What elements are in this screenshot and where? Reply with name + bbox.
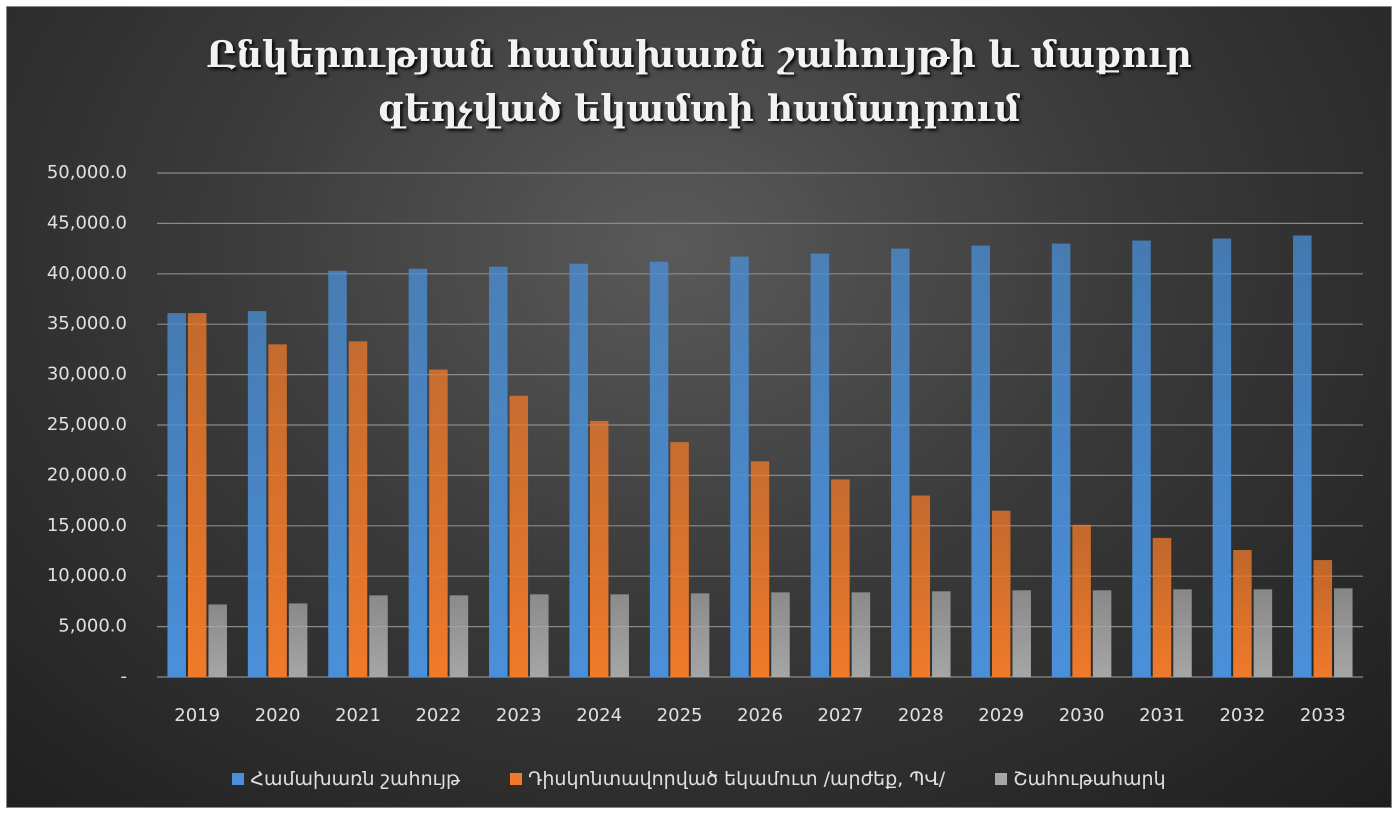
bar bbox=[569, 263, 588, 677]
bar bbox=[810, 253, 830, 677]
legend-label: Համախառն շահույթ bbox=[250, 768, 461, 790]
x-tick-label: 2020 bbox=[255, 705, 301, 726]
bar bbox=[1293, 235, 1312, 677]
bar bbox=[1233, 549, 1252, 677]
y-tick-label: 10,000.0 bbox=[47, 565, 127, 586]
y-tick-label: 45,000.0 bbox=[47, 212, 127, 233]
x-tick-label: 2031 bbox=[1139, 705, 1185, 726]
bar bbox=[1173, 589, 1192, 677]
x-tick-label: 2025 bbox=[657, 705, 703, 726]
bar bbox=[408, 268, 428, 677]
bar bbox=[530, 594, 549, 677]
bar bbox=[449, 595, 469, 677]
bar bbox=[1152, 537, 1172, 677]
legend-swatch bbox=[232, 773, 245, 785]
bar bbox=[831, 479, 850, 677]
bar bbox=[730, 256, 749, 677]
x-tick-label: 2019 bbox=[174, 705, 220, 726]
x-tick-label: 2027 bbox=[817, 705, 863, 726]
bar bbox=[348, 341, 368, 677]
bar bbox=[1313, 560, 1333, 677]
y-tick-label: 15,000.0 bbox=[47, 515, 127, 536]
legend-item: Համախառն շահույթ bbox=[232, 768, 460, 790]
x-tick-label: 2033 bbox=[1300, 705, 1346, 726]
bar bbox=[750, 461, 770, 677]
bar bbox=[328, 270, 347, 677]
chart-title: Ընկերության համախառն շահույթի և մաքուր զ… bbox=[206, 34, 1192, 130]
bar bbox=[509, 395, 529, 677]
x-tick-label: 2030 bbox=[1059, 705, 1105, 726]
legend-item: Դիսկոնտավորված եկամուտ /արժեք, ՊՎ/ bbox=[510, 768, 945, 790]
bar bbox=[208, 604, 227, 677]
bar bbox=[891, 248, 910, 677]
bar bbox=[911, 495, 931, 677]
y-tick-label: 50,000.0 bbox=[47, 162, 127, 183]
bar bbox=[1012, 590, 1031, 677]
bar bbox=[991, 510, 1011, 677]
legend-label: Շահութահարկ bbox=[1013, 768, 1166, 790]
y-tick-label: 35,000.0 bbox=[47, 313, 127, 334]
bar bbox=[429, 369, 448, 677]
y-tick-label: - bbox=[121, 666, 128, 687]
bar bbox=[1212, 238, 1232, 677]
legend-item: Շահութահարկ bbox=[995, 768, 1166, 790]
x-tick-label: 2026 bbox=[737, 705, 783, 726]
x-tick-label: 2022 bbox=[415, 705, 461, 726]
legend-swatch bbox=[510, 773, 523, 785]
x-tick-label: 2023 bbox=[496, 705, 542, 726]
x-tick-label: 2021 bbox=[335, 705, 381, 726]
x-tick-label: 2028 bbox=[898, 705, 944, 726]
bar bbox=[1072, 524, 1091, 677]
bar bbox=[1051, 243, 1071, 677]
legend-label: Դիսկոնտավորված եկամուտ /արժեք, ՊՎ/ bbox=[528, 768, 946, 790]
y-tick-label: 25,000.0 bbox=[47, 414, 127, 435]
legend: Համախառն շահույթ Դիսկոնտավորված եկամուտ /… bbox=[0, 768, 1398, 790]
x-tick-label: 2024 bbox=[576, 705, 622, 726]
bar bbox=[1253, 589, 1273, 677]
bar bbox=[610, 594, 629, 677]
legend-swatch bbox=[995, 773, 1008, 785]
bar bbox=[489, 266, 508, 677]
bar bbox=[167, 313, 186, 677]
y-tick-label: 20,000.0 bbox=[47, 464, 127, 485]
bar bbox=[771, 592, 790, 677]
bar bbox=[1334, 588, 1353, 677]
bar bbox=[1132, 240, 1151, 677]
x-tick-label: 2032 bbox=[1219, 705, 1265, 726]
bar bbox=[187, 313, 207, 677]
bar bbox=[1092, 590, 1112, 677]
bar bbox=[247, 311, 267, 677]
bar bbox=[670, 442, 689, 677]
bar bbox=[932, 591, 951, 677]
x-tick-label: 2029 bbox=[978, 705, 1024, 726]
bar bbox=[288, 603, 308, 677]
bar bbox=[649, 261, 669, 677]
bar bbox=[851, 592, 871, 677]
bar bbox=[971, 245, 990, 678]
bar bbox=[690, 593, 710, 677]
y-tick-label: 5,000.0 bbox=[58, 616, 127, 637]
bar bbox=[589, 420, 609, 677]
bar bbox=[268, 344, 287, 677]
y-tick-label: 30,000.0 bbox=[47, 364, 127, 385]
bar bbox=[369, 595, 388, 677]
y-tick-label: 40,000.0 bbox=[47, 263, 127, 284]
